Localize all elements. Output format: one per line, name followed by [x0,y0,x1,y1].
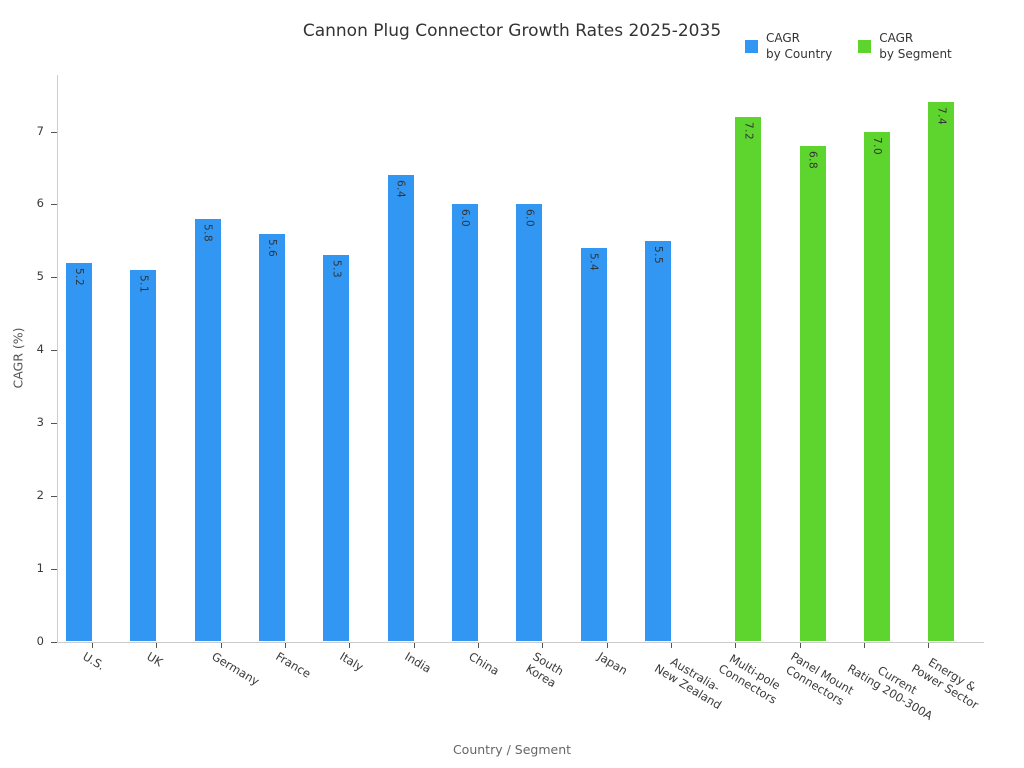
legend: CAGR by Country CAGR by Segment [745,31,952,63]
x-tick [156,642,158,648]
bar-value-label: 6.4 [394,180,407,199]
y-tick [51,204,57,206]
bar-segment: 7.4 [928,102,955,642]
y-tick-label: 5 [36,269,44,284]
bar-country: 5.1 [130,269,157,642]
x-tick-label: Germany [208,648,262,688]
x-tick-label: U.S. [80,648,108,673]
bar-country: 5.6 [258,233,285,642]
legend-item-segment: CAGR by Segment [858,31,952,63]
x-tick-label: UK [144,648,166,669]
x-tick [284,642,286,648]
bar-segment: 6.8 [799,146,826,642]
x-tick [542,642,544,648]
bar-country: 6.0 [516,204,543,642]
y-tick-label: 1 [36,560,44,575]
bar-segment: 7.2 [735,116,762,642]
y-tick [51,641,57,643]
y-tick-label: 7 [36,123,44,138]
bar-value-label: 6.0 [523,209,536,228]
y-tick [51,422,57,424]
x-tick-label: Japan [594,648,630,678]
x-tick [928,642,930,648]
y-tick [51,277,57,279]
bar-value-label: 5.2 [73,267,85,286]
bar-country: 6.0 [451,204,478,642]
x-tick-label: Australia- New Zealand [652,653,725,712]
bar-country: 5.8 [194,218,221,642]
y-tick [51,350,57,352]
bar-value-label: 5.8 [201,223,214,243]
y-tick-label: 4 [36,342,44,357]
bar-country: 5.4 [580,248,607,642]
x-axis-title: Country / Segment [452,742,572,757]
bar-country: 5.5 [644,240,671,642]
x-tick-label: Italy [337,648,367,674]
legend-swatch-segment-icon [858,40,872,54]
x-tick [606,642,608,648]
y-tick [51,495,57,497]
bar-value-label: 5.5 [651,245,664,264]
x-tick [92,642,93,648]
bar-country: 6.4 [387,175,414,642]
bar-country: 5.3 [323,255,350,642]
y-tick-label: 0 [36,633,44,648]
bar-value-label: 5.3 [330,260,343,279]
x-axis-line [57,641,984,643]
x-tick-label: India [401,648,434,676]
x-tick [670,642,672,648]
y-tick [51,131,57,133]
bar-value-label: 5.6 [265,238,278,257]
x-tick [413,642,415,648]
y-tick-label: 6 [36,196,44,211]
x-tick-label: France [273,648,314,681]
bar-country: 5.2 [66,262,92,642]
y-tick [51,568,57,570]
y-tick-label: 3 [36,414,44,429]
x-tick [220,642,222,648]
x-tick [735,642,737,648]
bar-value-label: 7.4 [935,107,948,126]
bar-segment: 7.0 [863,131,890,642]
x-tick [349,642,351,648]
x-tick-label: South Korea [523,648,567,690]
x-tick-label: Panel Mount Connectors [783,648,856,708]
bar-value-label: 6.0 [458,209,471,228]
x-tick [477,642,479,648]
x-tick [863,642,865,648]
bar-value-label: 5.1 [137,274,150,294]
bar-value-label: 5.4 [587,253,600,272]
bar-value-label: 7.0 [870,136,883,155]
legend-item-country: CAGR by Country [745,31,832,63]
legend-swatch-country-icon [745,40,758,54]
chart-title: Cannon Plug Connector Growth Rates 2025-… [302,21,722,41]
y-axis-line [57,75,58,642]
legend-label-segment: CAGR by Segment [879,31,952,61]
bar-value-label: 6.8 [806,151,819,170]
y-tick-label: 2 [36,487,44,502]
x-tick-label: Multi-pole Connectors [716,650,784,707]
x-tick-label: China [466,648,502,678]
x-tick [799,642,801,648]
legend-label-country: CAGR by Country [766,31,833,61]
bar-value-label: 7.2 [742,121,755,141]
